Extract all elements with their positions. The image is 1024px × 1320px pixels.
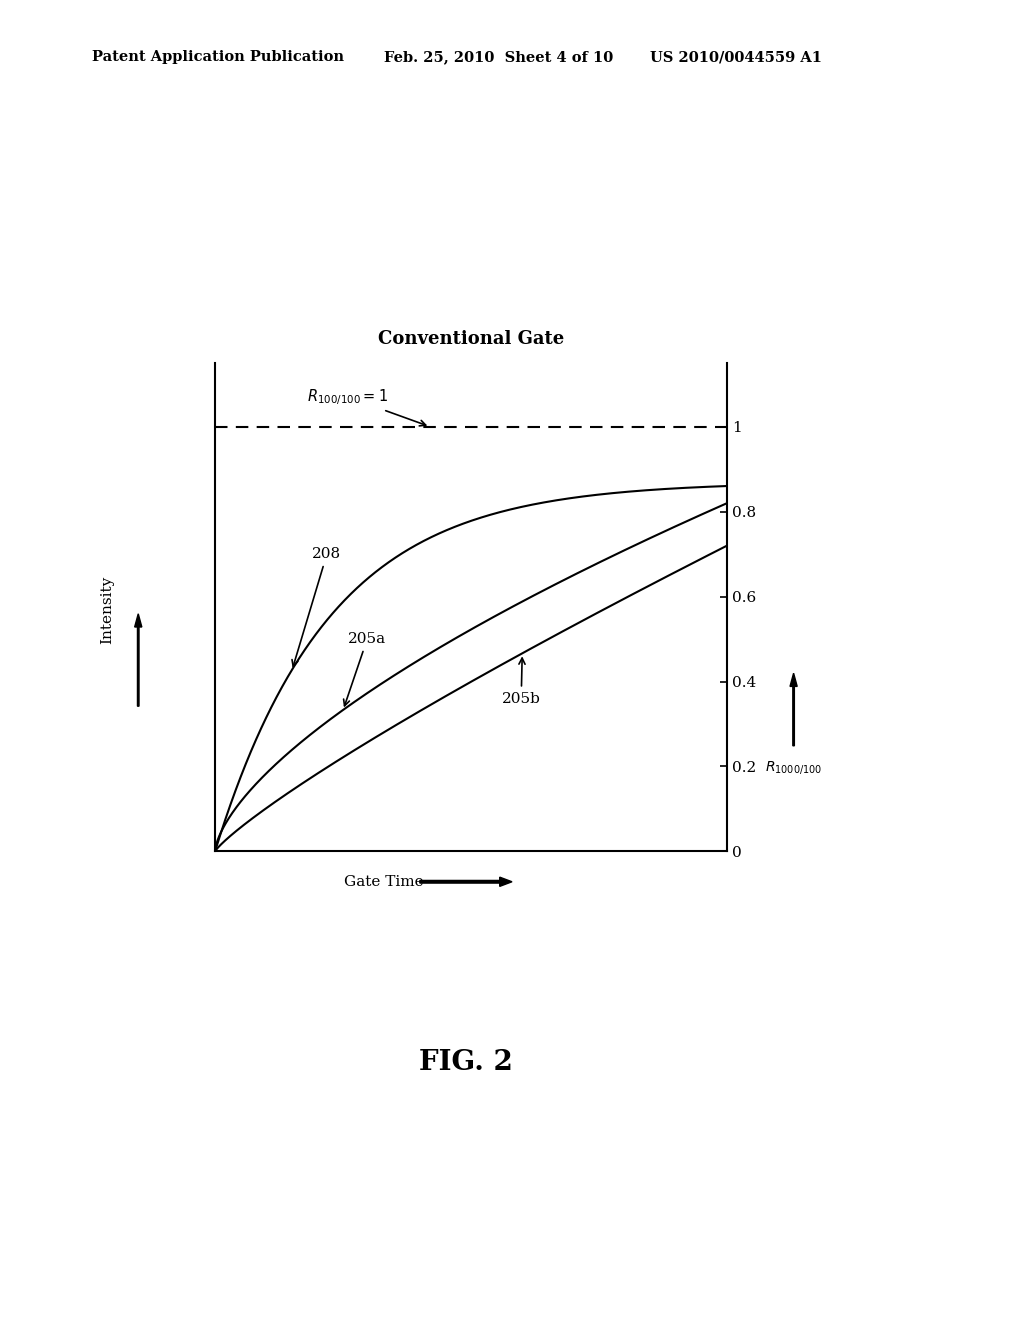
Text: $R_{1000/100}$: $R_{1000/100}$ xyxy=(765,759,822,776)
Text: 205a: 205a xyxy=(344,632,386,706)
Text: US 2010/0044559 A1: US 2010/0044559 A1 xyxy=(650,50,822,65)
Text: Intensity: Intensity xyxy=(100,576,115,644)
Text: FIG. 2: FIG. 2 xyxy=(419,1049,513,1076)
Text: 208: 208 xyxy=(292,546,341,667)
Title: Conventional Gate: Conventional Gate xyxy=(378,330,564,347)
Text: Patent Application Publication: Patent Application Publication xyxy=(92,50,344,65)
Text: Gate Time: Gate Time xyxy=(344,875,424,888)
Text: 205b: 205b xyxy=(502,659,541,705)
Text: Feb. 25, 2010  Sheet 4 of 10: Feb. 25, 2010 Sheet 4 of 10 xyxy=(384,50,613,65)
Text: $R_{100/100}=1$: $R_{100/100}=1$ xyxy=(307,387,426,426)
